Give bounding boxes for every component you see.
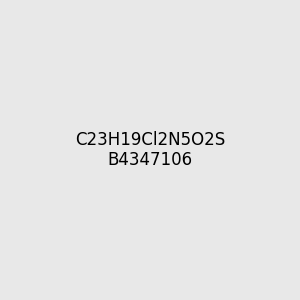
Text: C23H19Cl2N5O2S
B4347106: C23H19Cl2N5O2S B4347106 bbox=[75, 130, 225, 170]
